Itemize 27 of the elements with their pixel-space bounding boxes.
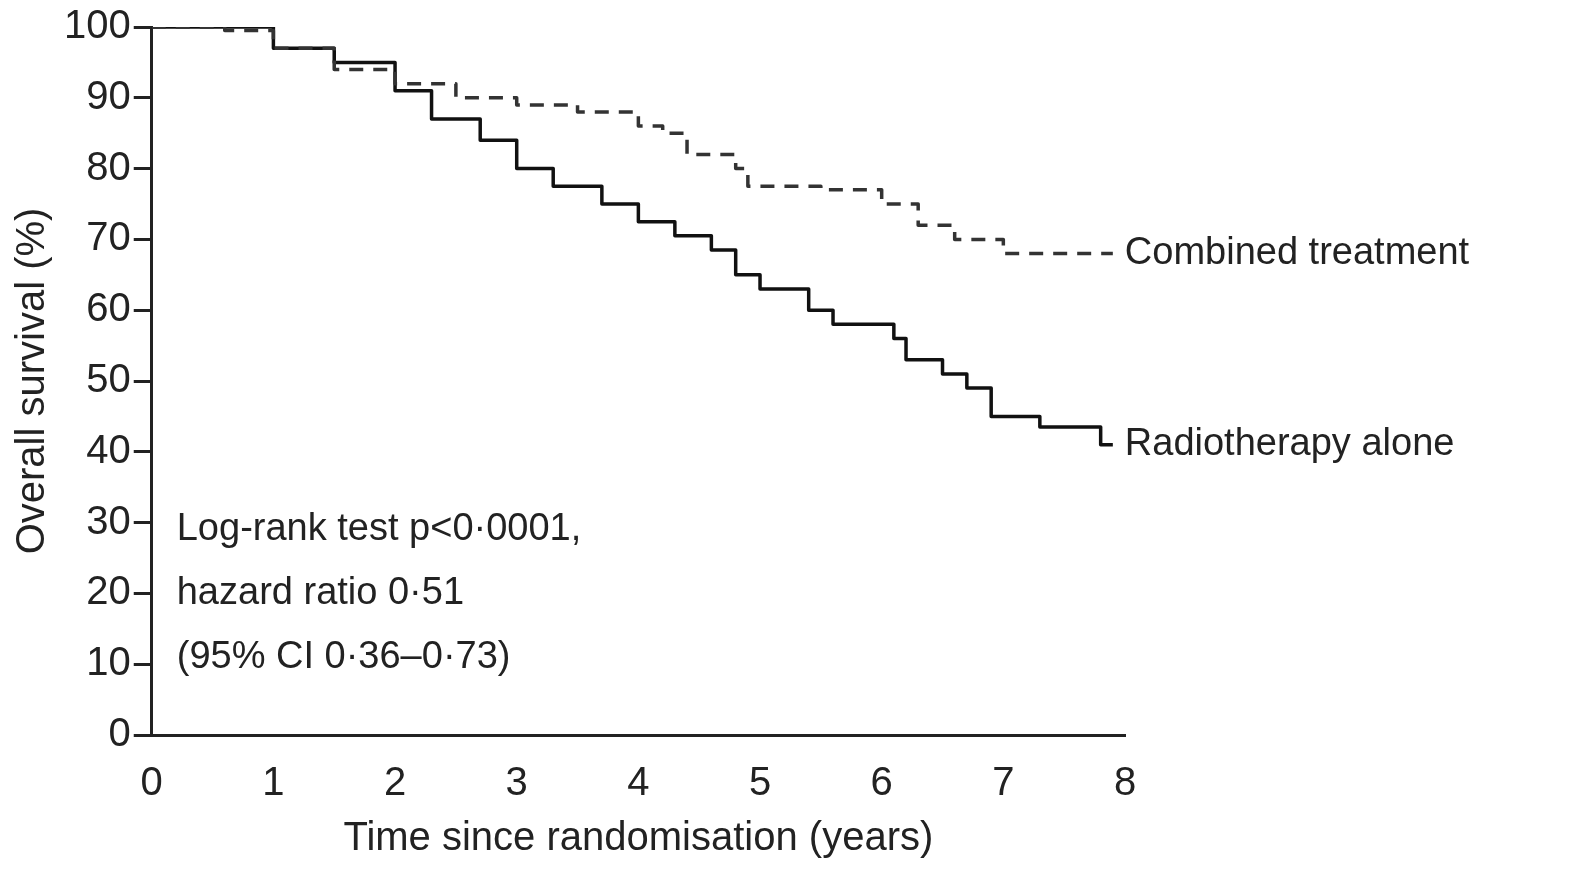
y-axis-title: Overall survival (%): [8, 207, 53, 555]
y-tick-label: 20: [86, 568, 131, 613]
x-axis-title: Time since randomisation (years): [343, 814, 934, 859]
y-tick-label: 30: [86, 497, 131, 542]
y-tick-label: 70: [86, 214, 131, 259]
x-tick-label: 7: [992, 759, 1015, 804]
x-tick-label: 6: [870, 759, 893, 804]
annotation: (95% CI 0·36–0·73): [176, 634, 511, 677]
y-tick-label: 0: [108, 710, 131, 755]
x-tick-label: 0: [140, 759, 163, 804]
y-tick-label: 80: [86, 143, 131, 188]
y-tick-label: 100: [63, 2, 131, 47]
x-tick-label: 8: [1113, 759, 1137, 804]
x-tick-label: 2: [383, 759, 407, 804]
y-tick-label: 10: [86, 639, 131, 684]
x-tick-label: 5: [748, 759, 772, 804]
x-tick-label: 1: [262, 759, 285, 804]
series-label: Radiotherapy alone: [1124, 421, 1455, 464]
y-tick-label: 60: [86, 285, 131, 330]
y-tick-label: 50: [86, 356, 131, 401]
y-tick-label: 40: [86, 426, 131, 471]
x-tick-label: 3: [505, 759, 528, 804]
series-label: Combined treatment: [1124, 230, 1470, 273]
x-tick-label: 4: [627, 759, 650, 804]
annotation: Log-rank test p<0·0001,: [176, 506, 582, 549]
y-tick-label: 90: [86, 72, 131, 117]
annotation: hazard ratio 0·51: [176, 570, 465, 613]
